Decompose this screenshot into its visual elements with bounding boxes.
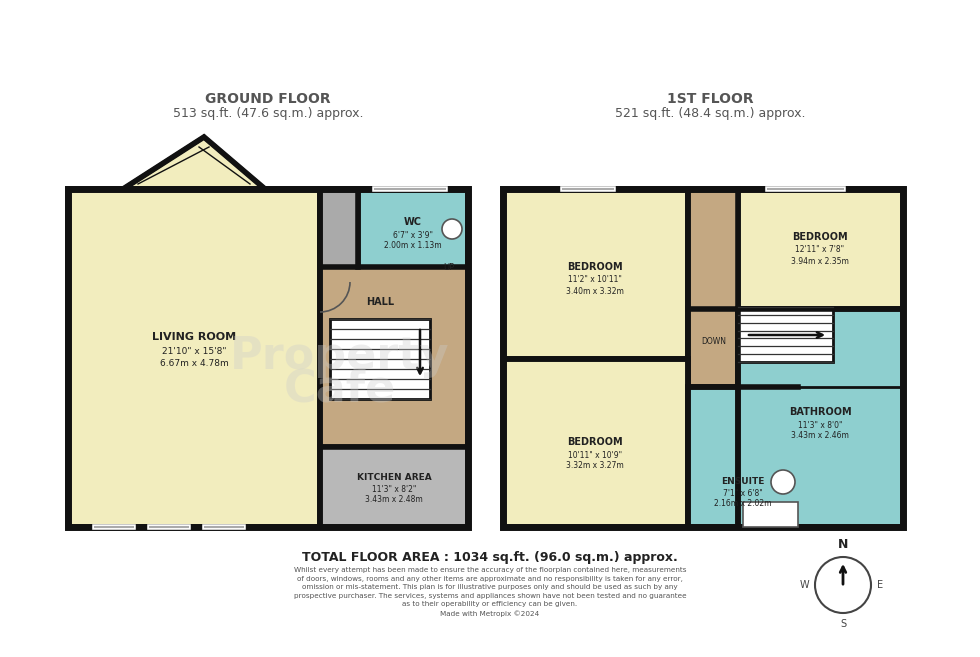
Text: LIVING ROOM: LIVING ROOM (152, 332, 236, 342)
Text: 10'11" x 10'9": 10'11" x 10'9" (568, 451, 622, 459)
Text: TOTAL FLOOR AREA : 1034 sq.ft. (96.0 sq.m.) approx.: TOTAL FLOOR AREA : 1034 sq.ft. (96.0 sq.… (302, 551, 678, 564)
Text: Whilst every attempt has been made to ensure the accuracy of the floorplan conta: Whilst every attempt has been made to en… (294, 567, 686, 617)
Text: 3.43m x 2.48m: 3.43m x 2.48m (366, 495, 423, 503)
Bar (358, 189, 468, 267)
Bar (320, 189, 358, 267)
Bar (503, 189, 903, 527)
Text: 6.67m x 4.78m: 6.67m x 4.78m (160, 359, 228, 367)
Bar (320, 447, 468, 527)
Text: ENSUITE: ENSUITE (721, 476, 764, 486)
Text: 3.32m x 3.27m: 3.32m x 3.27m (566, 461, 624, 470)
Bar (743, 502, 798, 527)
Circle shape (771, 470, 795, 494)
Bar (503, 359, 688, 527)
Bar (688, 387, 798, 527)
Bar (330, 319, 430, 399)
Text: 521 sq.ft. (48.4 sq.m.) approx.: 521 sq.ft. (48.4 sq.m.) approx. (614, 106, 806, 120)
Text: 7'1" x 6'8": 7'1" x 6'8" (723, 489, 762, 497)
Text: 1ST FLOOR: 1ST FLOOR (666, 92, 754, 106)
Bar (738, 309, 903, 527)
Text: BEDROOM: BEDROOM (567, 262, 623, 272)
Text: 3.40m x 3.32m: 3.40m x 3.32m (566, 286, 624, 296)
Text: Property: Property (230, 336, 450, 378)
Text: BEDROOM: BEDROOM (792, 232, 848, 242)
Text: DOWN: DOWN (701, 338, 726, 346)
Text: HALL: HALL (366, 297, 394, 307)
Circle shape (442, 219, 462, 239)
Text: KITCHEN AREA: KITCHEN AREA (357, 472, 431, 482)
Text: 12'11" x 7'8": 12'11" x 7'8" (796, 246, 845, 254)
Text: 3.94m x 2.35m: 3.94m x 2.35m (791, 256, 849, 265)
Text: 513 sq.ft. (47.6 sq.m.) approx.: 513 sq.ft. (47.6 sq.m.) approx. (172, 106, 364, 120)
Text: 6'7" x 3'9": 6'7" x 3'9" (393, 231, 433, 240)
Text: 11'2" x 10'11": 11'2" x 10'11" (568, 275, 622, 284)
Bar (68, 189, 468, 527)
Text: UP: UP (443, 263, 455, 271)
Bar (738, 189, 903, 309)
Text: BEDROOM: BEDROOM (567, 437, 623, 447)
Polygon shape (123, 137, 265, 189)
Text: Cafe: Cafe (284, 367, 396, 411)
Bar (320, 189, 468, 447)
Text: E: E (877, 580, 883, 590)
Text: 2.00m x 1.13m: 2.00m x 1.13m (384, 240, 442, 250)
Text: WC: WC (404, 217, 422, 227)
Text: N: N (838, 538, 848, 551)
Text: W: W (800, 580, 809, 590)
Text: S: S (840, 619, 846, 629)
Text: 2.16m x 2.02m: 2.16m x 2.02m (714, 499, 772, 509)
Bar (738, 307, 833, 362)
Text: 11'3" x 8'0": 11'3" x 8'0" (798, 420, 842, 430)
Text: 11'3" x 8'2": 11'3" x 8'2" (371, 484, 416, 493)
Bar (68, 189, 320, 527)
Text: BATHROOM: BATHROOM (789, 407, 852, 417)
Text: 3.43m x 2.46m: 3.43m x 2.46m (791, 432, 849, 440)
Text: 21'10" x 15'8": 21'10" x 15'8" (162, 346, 226, 355)
Bar (503, 189, 688, 359)
Text: GROUND FLOOR: GROUND FLOOR (205, 92, 331, 106)
Bar (688, 189, 738, 387)
